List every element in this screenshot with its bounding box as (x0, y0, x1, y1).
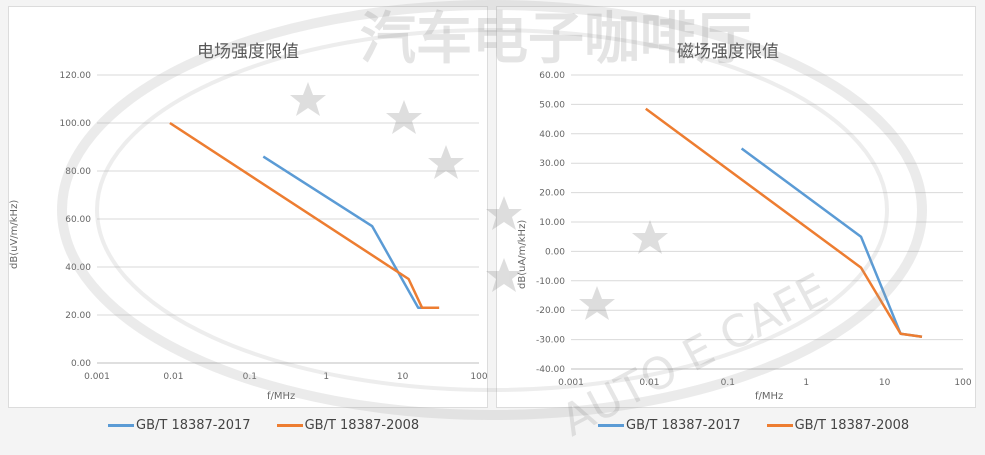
x-tick-label: 10 (397, 372, 409, 382)
legend-label: GB/T 18387-2008 (304, 418, 420, 433)
y-tick-label: 10.00 (539, 218, 565, 228)
y-tick-label: 0.00 (71, 359, 91, 369)
y-tick-label: 20.00 (539, 189, 565, 199)
x-tick-label: 0.001 (84, 372, 110, 382)
y-axis-label: dB(uV/m/kHz) (9, 199, 20, 269)
legend-item: GB/T 18387-2008 (276, 418, 420, 433)
y-tick-label: -10.00 (536, 277, 565, 287)
y-tick-label: 20.00 (65, 311, 91, 321)
y-tick-label: 100.00 (60, 119, 92, 129)
legend-swatch (766, 424, 793, 427)
x-tick-label: 0.01 (163, 372, 183, 382)
y-tick-label: 60.00 (539, 71, 565, 81)
x-tick-label: 0.1 (243, 372, 257, 382)
x-tick-label: 0.001 (558, 378, 584, 388)
legend-label: GB/T 18387-2017 (626, 418, 741, 433)
x-tick-label: 0.1 (721, 378, 735, 388)
legend-swatch (276, 424, 303, 427)
x-axis-label: f/MHz (267, 391, 296, 402)
series-line-gbt-18387-2008 (645, 107, 923, 338)
x-tick-label: 1 (323, 372, 329, 382)
chart-title: 磁场强度限值 (677, 42, 779, 62)
x-tick-label: 100 (954, 378, 971, 388)
legend-label: GB/T 18387-2017 (136, 418, 251, 433)
legend-item: GB/T 18387-2017 (598, 418, 741, 433)
y-axis-label: dB(uA/m/kHz) (517, 219, 528, 289)
y-tick-label: 0.00 (545, 247, 565, 257)
legend: GB/T 18387-2017 GB/T 18387-2008 (108, 418, 419, 433)
y-tick-label: -40.00 (536, 365, 565, 375)
magnetic-field-chart: -40.00-30.00-20.00-10.000.0010.0020.0030… (536, 71, 972, 388)
y-tick-label: -30.00 (536, 336, 565, 346)
y-tick-label: 80.00 (65, 167, 91, 177)
y-tick-label: 120.00 (60, 71, 92, 81)
legend-item: GB/T 18387-2008 (766, 418, 910, 433)
y-tick-label: 40.00 (539, 130, 565, 140)
y-tick-label: -20.00 (536, 306, 565, 316)
legend-label: GB/T 18387-2008 (794, 418, 910, 433)
chart-panel-electric: 0.00 20.00 40.00 60.00 80.00 100.00 120.00 0.00… (8, 6, 488, 408)
y-tick-label: 60.00 (65, 215, 91, 225)
x-tick-label: 0.01 (639, 378, 659, 388)
chart-title: 电场强度限值 (197, 42, 299, 62)
legend-swatch (598, 424, 624, 427)
series-line-gbt-18387-2017 (740, 147, 923, 338)
x-tick-label: 10 (879, 378, 891, 388)
x-tick-label: 100 (470, 372, 487, 382)
y-tick-label: 40.00 (65, 263, 91, 273)
x-axis-label: f/MHz (755, 391, 784, 402)
y-tick-label: 50.00 (539, 100, 565, 110)
y-tick-label: 30.00 (539, 159, 565, 169)
x-tick-label: 1 (803, 378, 809, 388)
legend-swatch (108, 424, 134, 427)
series-line-gbt-18387-2008 (169, 121, 440, 310)
legend: GB/T 18387-2017 GB/T 18387-2008 (598, 418, 909, 433)
legend-item: GB/T 18387-2017 (108, 418, 251, 433)
electric-field-chart: 0.00 20.00 40.00 60.00 80.00 100.00 120.00 0.00… (60, 71, 488, 382)
chart-panel-magnetic: -40.00 -30.00 -20.00 -10.00 0.00 10.00 20.00 30… (496, 6, 976, 408)
